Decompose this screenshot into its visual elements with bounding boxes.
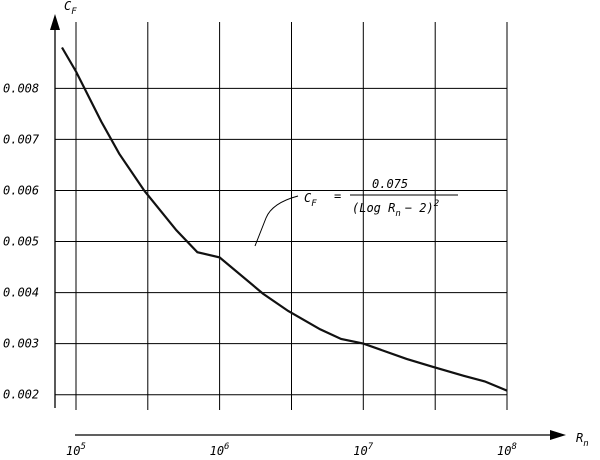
formula-numerator: 0.075 [372,177,408,191]
y-tick-label: 0.005 [3,235,39,249]
annotation-leader [254,195,299,247]
x-tick-label: 105 [66,442,86,458]
formula-denominator: (Log Rn − 2)2 [352,199,439,219]
formula-lhs: CF [304,191,317,209]
horizontal-gridlines [55,87,507,396]
formula-equals: = [334,189,341,203]
y-tick-label: 0.004 [3,286,39,300]
y-tick-labels: 0.002 0.003 0.004 0.005 0.006 0.007 0.008 [3,81,40,401]
y-tick-label: 0.007 [3,132,40,146]
y-tick-label: 0.003 [3,337,39,351]
x-tick-labels: 105 106 107 108 [66,442,517,458]
vertical-gridlines [75,22,508,410]
x-tick-label: 108 [497,442,517,458]
y-axis-label: CF [64,0,77,17]
y-tick-label: 0.002 [3,388,39,402]
x-axis-label: Rn [576,431,589,449]
y-axis-arrow [50,14,60,30]
x-tick-label: 106 [210,442,230,458]
formula-annotation: CF = 0.075 (Log Rn − 2)2 [254,177,458,247]
x-tick-label: 107 [353,442,373,458]
x-axis-arrow [550,430,566,440]
y-tick-label: 0.008 [3,81,39,95]
y-tick-label: 0.006 [3,184,39,198]
cf-curve [61,46,508,392]
